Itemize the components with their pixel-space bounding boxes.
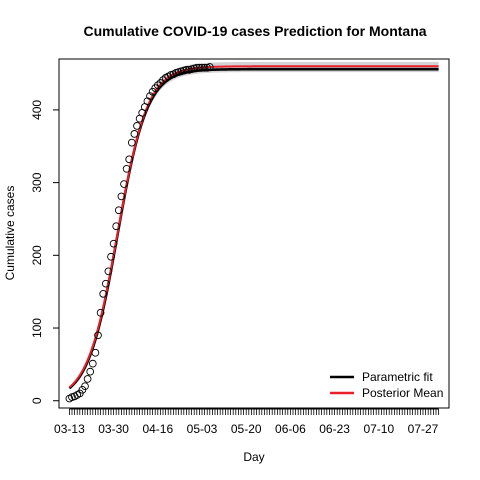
- y-tick-label: 300: [30, 172, 44, 192]
- data-point: [159, 76, 167, 84]
- x-tick-label: 04-16: [142, 422, 173, 436]
- confidence-band: [69, 61, 439, 388]
- data-point: [133, 122, 141, 130]
- data-point: [104, 267, 113, 276]
- series-layer: [68, 65, 439, 390]
- data-point: [205, 63, 214, 71]
- data-point: [109, 239, 118, 248]
- data-point: [195, 63, 204, 72]
- data-point: [192, 63, 201, 72]
- data-point: [130, 130, 139, 138]
- y-axis: 0 100 200 300 400: [30, 100, 60, 404]
- data-point: [122, 164, 131, 173]
- data-point: [81, 382, 89, 391]
- data-point: [91, 348, 100, 357]
- x-axis-label: Day: [243, 450, 264, 464]
- x-tick-label: 07-27: [408, 422, 439, 436]
- data-point: [94, 331, 102, 340]
- data-point: [114, 206, 123, 215]
- data-point: [107, 252, 115, 261]
- y-tick-label: 0: [30, 397, 44, 404]
- x-tick-label: 06-06: [275, 422, 306, 436]
- data-point: [83, 375, 92, 383]
- legend-label: Posterior Mean: [362, 386, 443, 400]
- data-point: [96, 308, 105, 317]
- data-point: [112, 222, 121, 231]
- x-tick-label: 07-10: [363, 422, 394, 436]
- data-point: [146, 92, 154, 100]
- y-axis-label: Cumulative cases: [3, 186, 17, 281]
- y-tick-label: 100: [30, 318, 44, 338]
- data-point: [127, 138, 136, 147]
- data-point: [86, 367, 95, 376]
- x-tick-label: 06-23: [319, 422, 350, 436]
- data-point: [182, 66, 191, 74]
- x-tick-label: 05-03: [187, 422, 218, 436]
- data-point: [125, 155, 134, 164]
- y-tick-label: 400: [30, 100, 44, 120]
- chart-title: Cumulative COVID-19 cases Prediction for…: [83, 23, 426, 39]
- y-tick-label: 200: [30, 245, 44, 265]
- data-point: [198, 63, 206, 72]
- data-point: [120, 180, 128, 188]
- x-axis: 03-13 03-30 04-16 05-03 05-20 06-06 06-23 07-10…: [54, 408, 440, 436]
- x-tick-label: 03-13: [54, 422, 85, 436]
- x-tick-label: 03-30: [98, 422, 129, 436]
- x-tick-label: 05-20: [231, 422, 262, 436]
- data-point: [99, 289, 108, 298]
- data-point: [153, 81, 162, 90]
- series-line-parametric-fit: [68, 67, 439, 390]
- data-point: [200, 63, 209, 72]
- series-line-posterior-mean: [68, 65, 439, 389]
- legend-label: Parametric fit: [362, 370, 433, 384]
- points-layer: [65, 63, 214, 403]
- legend: Parametric fit Posterior Mean: [330, 370, 443, 400]
- confidence-band-layer: [69, 61, 439, 388]
- data-point: [117, 192, 126, 201]
- data-point: [101, 279, 110, 288]
- data-point: [88, 359, 97, 368]
